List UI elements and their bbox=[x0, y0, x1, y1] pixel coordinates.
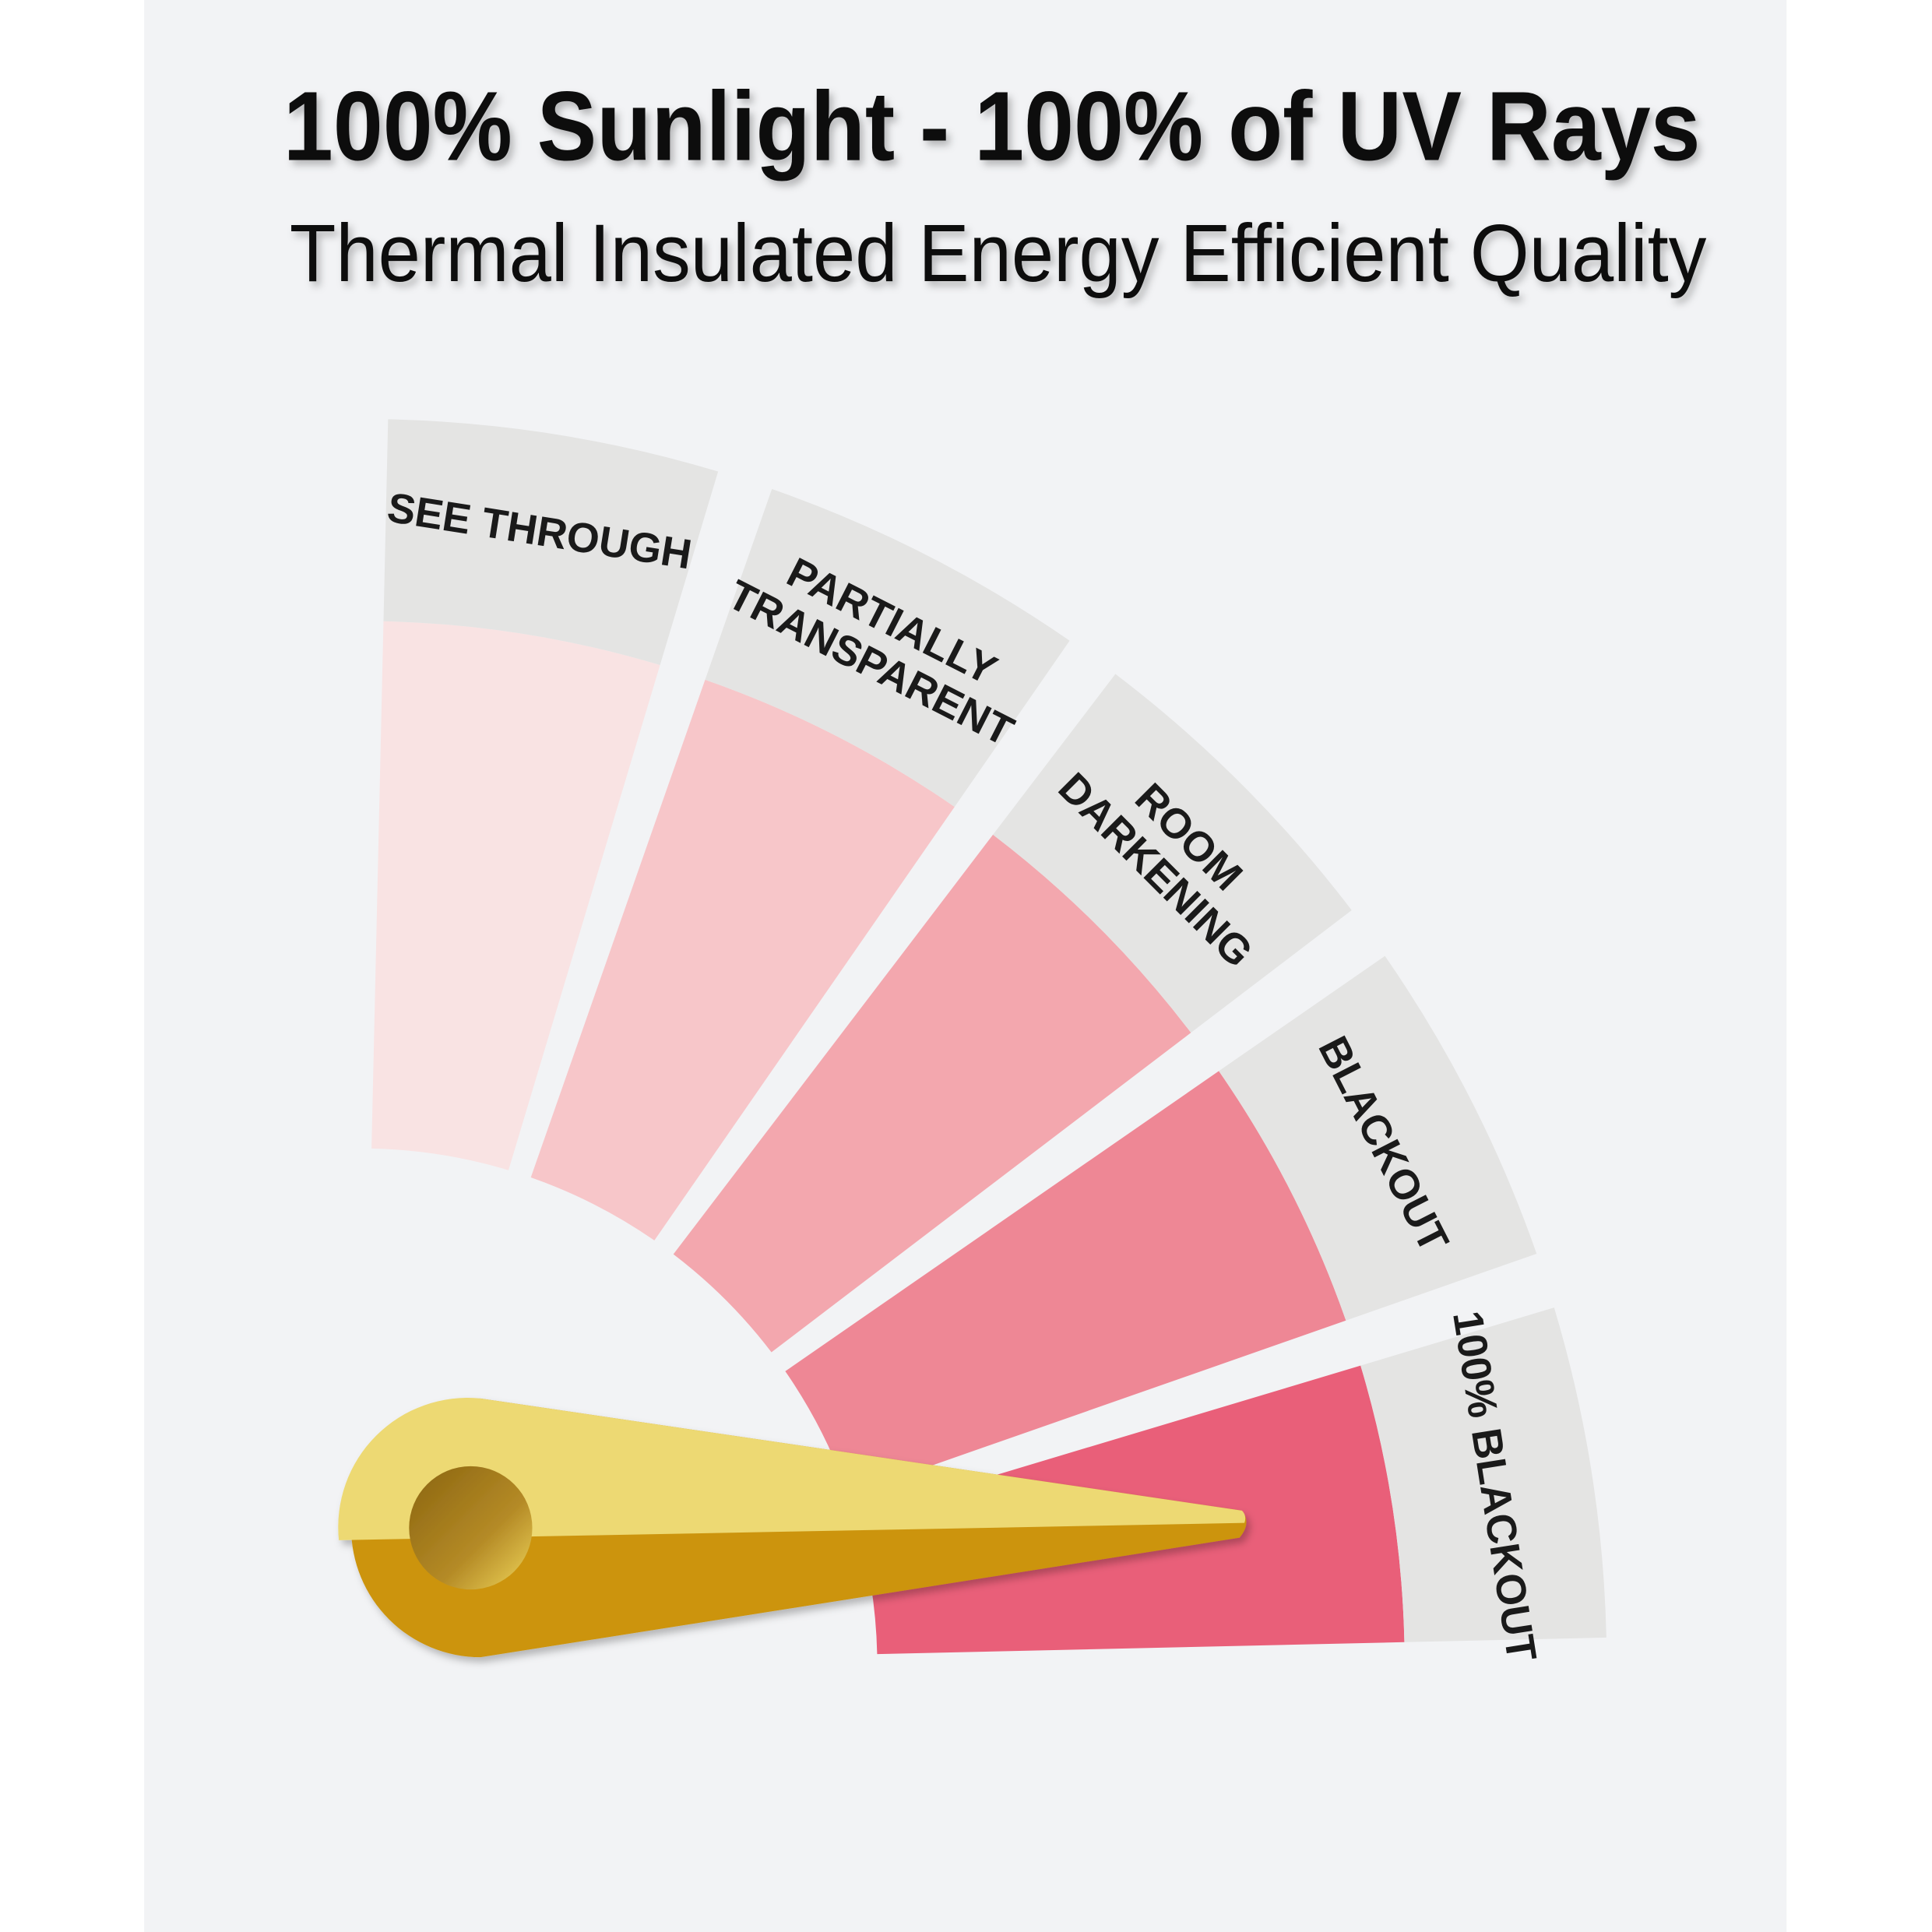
needle bbox=[338, 1398, 1247, 1658]
subtitle: Thermal Insulated Energy Efficient Quali… bbox=[290, 208, 1707, 299]
title: 100% Sunlight - 100% of UV Rays bbox=[283, 71, 1701, 181]
segment-label-band bbox=[705, 488, 1070, 808]
segment-fill bbox=[673, 834, 1191, 1353]
segment-label-band bbox=[993, 674, 1352, 1033]
segment-fill bbox=[785, 1071, 1346, 1495]
segment-label-band bbox=[1360, 1307, 1606, 1642]
needle-hub bbox=[409, 1466, 533, 1590]
segment-fill bbox=[530, 679, 955, 1240]
segment-fill bbox=[371, 621, 660, 1170]
needle-highlight bbox=[338, 1398, 1246, 1540]
segment-label-band bbox=[1219, 955, 1537, 1321]
segment-label-band bbox=[383, 419, 719, 666]
